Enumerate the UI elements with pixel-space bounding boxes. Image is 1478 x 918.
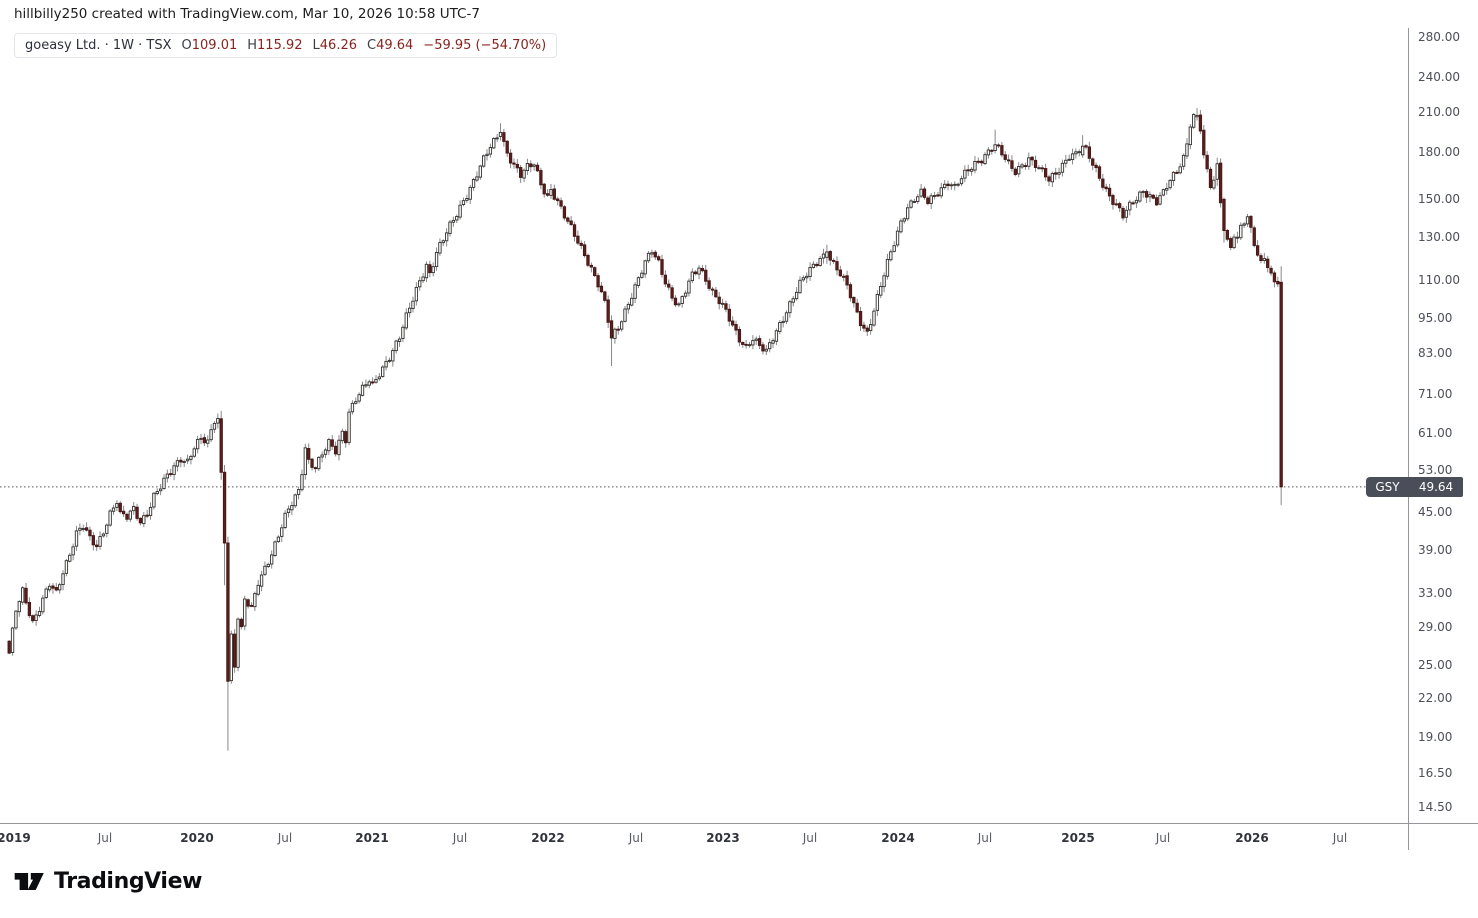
- price-axis-label: 22.00: [1418, 691, 1453, 706]
- price-axis[interactable]: 280.00 240.00 210.00 180.00 150.00 130.00 110.…: [1408, 0, 1478, 918]
- symbol-title: goeasy Ltd. · 1W · TSX: [25, 38, 172, 53]
- time-axis-label: 2022: [531, 831, 565, 845]
- legend-change: −59.95 (−54.70%): [423, 38, 547, 53]
- time-axis-label: Jul: [97, 831, 113, 845]
- price-axis-label: 130.00: [1418, 229, 1460, 244]
- time-axis-label: Jul: [1332, 831, 1348, 845]
- symbol-badge: GSY: [1366, 476, 1409, 497]
- price-axis-label: 39.00: [1418, 542, 1453, 557]
- time-axis-label: Jul: [452, 831, 468, 845]
- legend-field: L46.26: [312, 38, 357, 53]
- legend-ohlc-values: O109.01 H115.92 L46.26 C49.64: [182, 38, 414, 53]
- price-axis-label: 33.00: [1418, 586, 1453, 600]
- time-axis-label: 2021: [355, 831, 389, 845]
- time-axis-label: 2025: [1061, 831, 1095, 845]
- price-axis-label: 61.00: [1418, 426, 1453, 441]
- time-axis[interactable]: 2019 Jul 2020 Jul 2021 Jul 2022 Jul 2023 Jul 2024 J…: [0, 823, 1478, 857]
- price-axis-label: 95.00: [1418, 311, 1453, 326]
- price-axis-label: 150.00: [1418, 192, 1460, 207]
- tradingview-logo-text: TradingView: [54, 868, 203, 894]
- time-axis-label: 2023: [706, 831, 740, 845]
- watermark-text: hillbilly250 created with TradingView.co…: [14, 6, 480, 22]
- time-axis-label: Jul: [977, 831, 993, 845]
- candles-layer: [7, 108, 1283, 751]
- price-axis-label: 45.00: [1418, 505, 1453, 520]
- price-axis-label: 83.00: [1418, 346, 1453, 361]
- price-axis-label: 25.00: [1418, 658, 1453, 673]
- legend-field: H115.92: [247, 38, 303, 53]
- time-axis-label: Jul: [802, 831, 818, 845]
- tradingview-logo-icon: [14, 872, 44, 890]
- symbol-legend[interactable]: goeasy Ltd. · 1W · TSX O109.01 H115.92 L46…: [14, 33, 558, 58]
- time-axis-label: Jul: [277, 831, 293, 845]
- last-price-badge-text: 49.64: [1418, 479, 1454, 494]
- time-axis-label: 2020: [180, 831, 214, 845]
- legend-field: C49.64: [367, 38, 414, 53]
- symbol-badge-text: GSY: [1375, 479, 1400, 494]
- price-axis-label: 53.00: [1418, 462, 1453, 477]
- time-axis-label: 2024: [881, 831, 915, 845]
- price-axis-label: 280.00: [1418, 30, 1460, 44]
- price-axis-label: 240.00: [1418, 70, 1460, 85]
- price-axis-label: 19.00: [1418, 729, 1453, 744]
- price-axis-label: 16.50: [1418, 766, 1453, 781]
- time-axis-label: 2019: [0, 831, 31, 845]
- price-axis-label: 14.50: [1418, 799, 1453, 814]
- price-axis-label: 71.00: [1418, 386, 1453, 401]
- tradingview-logo[interactable]: TradingView: [12, 864, 202, 898]
- time-axis-label: Jul: [628, 831, 644, 845]
- time-axis-label: Jul: [1155, 831, 1171, 845]
- price-axis-label: 110.00: [1418, 272, 1460, 287]
- time-axis-label: 2026: [1235, 831, 1269, 845]
- legend-field: O109.01: [181, 38, 238, 53]
- price-axis-label: 29.00: [1418, 619, 1453, 634]
- price-axis-label: 180.00: [1418, 144, 1460, 159]
- price-axis-label: 210.00: [1418, 104, 1460, 119]
- last-price-badge: 49.64: [1409, 476, 1463, 497]
